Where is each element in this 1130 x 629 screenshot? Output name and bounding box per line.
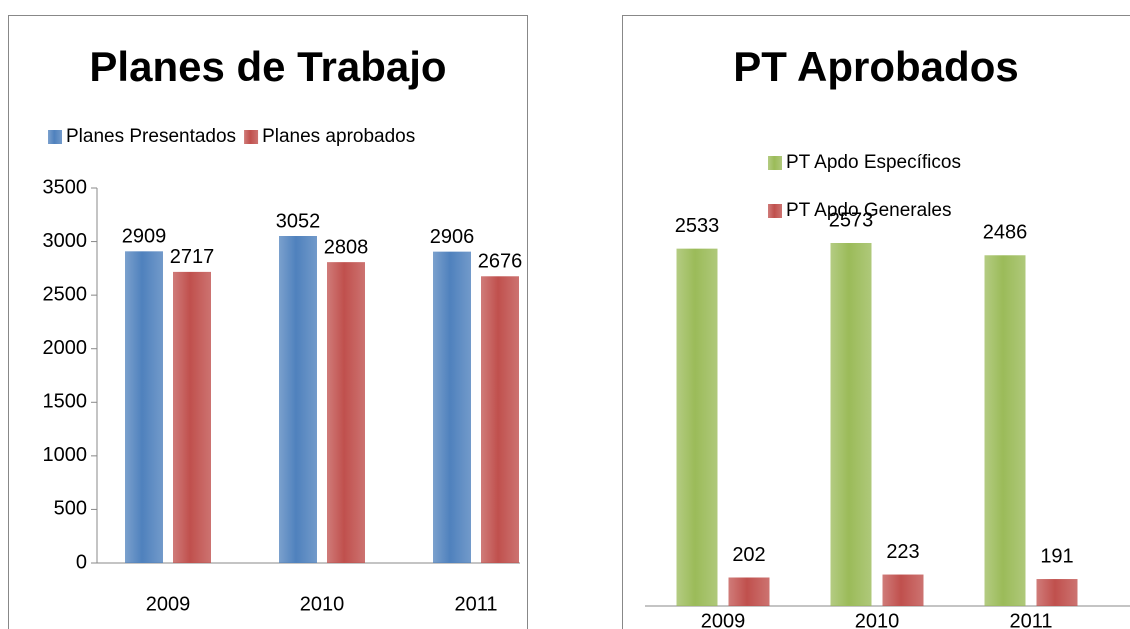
x-tick-label: 2011 [1009, 610, 1052, 629]
bar [830, 243, 872, 606]
chart-title: Planes de Trabajo [89, 43, 446, 90]
data-label: 2808 [324, 236, 369, 258]
legend-swatch [48, 130, 62, 144]
chart-title: PT Aprobados [733, 43, 1018, 90]
y-tick-label: 3500 [43, 176, 88, 198]
bar [676, 248, 718, 606]
legend-label: PT Apdo Específicos [786, 152, 961, 173]
bar [984, 255, 1026, 607]
bar [279, 236, 317, 563]
x-tick-label: 2009 [701, 610, 746, 629]
bar [173, 271, 211, 563]
x-tick-label: 2010 [300, 593, 345, 615]
data-label: 2573 [829, 209, 874, 231]
data-label: 223 [886, 541, 919, 563]
legend-swatch [768, 156, 782, 170]
data-label: 3052 [276, 210, 321, 232]
bar [125, 251, 163, 564]
y-tick-label: 2500 [43, 283, 88, 305]
legend-label: PT Apdo Generales [786, 200, 951, 221]
data-label: 2676 [478, 251, 523, 273]
data-label: 2909 [122, 226, 167, 248]
data-label: 2533 [675, 215, 720, 237]
legend-swatch [768, 204, 782, 218]
bar [882, 574, 924, 606]
y-tick-label: 1000 [43, 444, 88, 466]
y-tick-label: 0 [76, 551, 87, 573]
data-label: 2717 [170, 246, 215, 268]
data-label: 2486 [983, 222, 1028, 244]
legend-label: Planes Presentados [66, 126, 236, 147]
data-label: 191 [1040, 545, 1073, 567]
data-label: 2906 [430, 226, 475, 248]
bar [327, 262, 365, 563]
legend-swatch [244, 130, 259, 144]
bar [481, 276, 519, 563]
bar [1036, 579, 1078, 606]
y-tick-label: 2000 [43, 337, 88, 359]
x-tick-label: 2011 [454, 593, 497, 615]
legend-label: Planes aprobados [262, 126, 415, 147]
x-tick-label: 2010 [855, 610, 900, 629]
bar [433, 251, 471, 563]
data-label: 202 [732, 544, 765, 566]
y-tick-label: 500 [54, 498, 87, 520]
bar [728, 577, 770, 606]
x-tick-label: 2009 [146, 593, 191, 615]
y-tick-label: 3000 [43, 230, 88, 252]
y-tick-label: 1500 [43, 391, 88, 413]
